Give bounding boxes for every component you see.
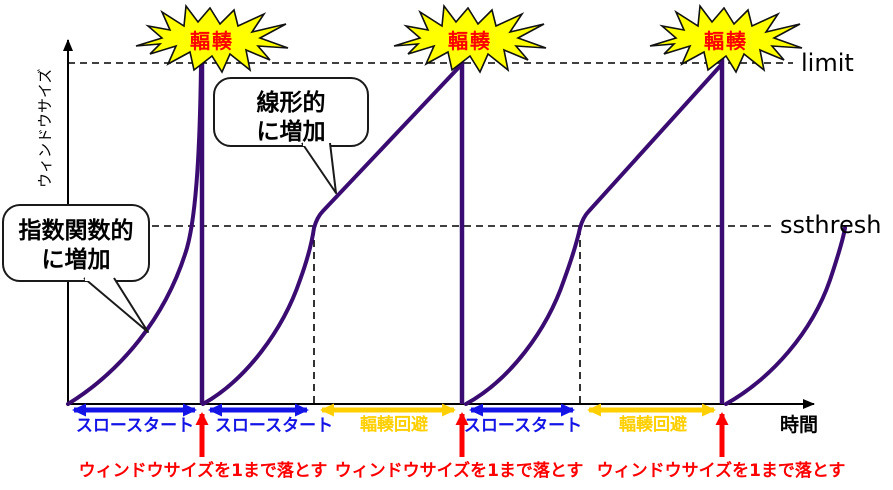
- slow-start-label-1: スロースタート: [76, 416, 194, 436]
- bubble-exponential: 指数関数的 に増加: [2, 204, 150, 333]
- drop-label-2: ウィンドウサイズを1まで落とす: [335, 460, 584, 481]
- bubble-linear-tail-mask: [303, 141, 329, 146]
- drop-label-3: ウィンドウサイズを1まで落とす: [597, 460, 846, 481]
- bubble-linear-line1: 線形的: [257, 89, 326, 116]
- congestion-burst-1: 輻輳: [135, 5, 289, 73]
- cwnd-curve-4-exponential: [724, 226, 847, 406]
- bubble-exponential-line2: に増加: [42, 246, 111, 273]
- bubble-linear-body: [213, 77, 369, 147]
- slow-start-label-3: スロースタート: [464, 416, 582, 436]
- slow-start-label-2: スロースタート: [215, 416, 333, 436]
- x-axis-label: 時間: [780, 414, 818, 436]
- congestion-burst-2: 輻輳: [393, 5, 547, 73]
- congestion-burst-3: 輻輳: [649, 5, 803, 73]
- cwnd-curve-2-exp-then-linear: [201, 62, 464, 406]
- cwnd-curve-3-exp-then-linear: [464, 62, 724, 406]
- bubble-linear-tail: [301, 142, 337, 194]
- limit-label: limit: [801, 49, 854, 77]
- burst-label-2: 輻輳: [448, 29, 492, 53]
- burst-label-3: 輻輳: [704, 29, 748, 53]
- congestion-avoidance-label-1: 輻輳回避: [360, 414, 428, 435]
- bubble-linear: 線形的 に増加: [213, 77, 369, 194]
- drop-label-1: ウィンドウサイズを1まで落とす: [79, 460, 328, 481]
- cwnd-curve-1-exponential: [66, 64, 203, 406]
- ssthresh-label: ssthresh: [780, 211, 881, 239]
- bubble-exponential-tail-mask: [85, 276, 113, 281]
- burst-label-1: 輻輳: [190, 29, 234, 53]
- bubble-exponential-tail: [83, 277, 149, 333]
- bubble-exponential-body: [2, 204, 150, 282]
- congestion-avoidance-label-2: 輻輳回避: [619, 414, 687, 435]
- bubble-linear-line2: に増加: [257, 118, 326, 145]
- y-axis-label: ウィンドウサイズ: [36, 68, 54, 188]
- bubble-exponential-line1: 指数関数的: [19, 217, 134, 244]
